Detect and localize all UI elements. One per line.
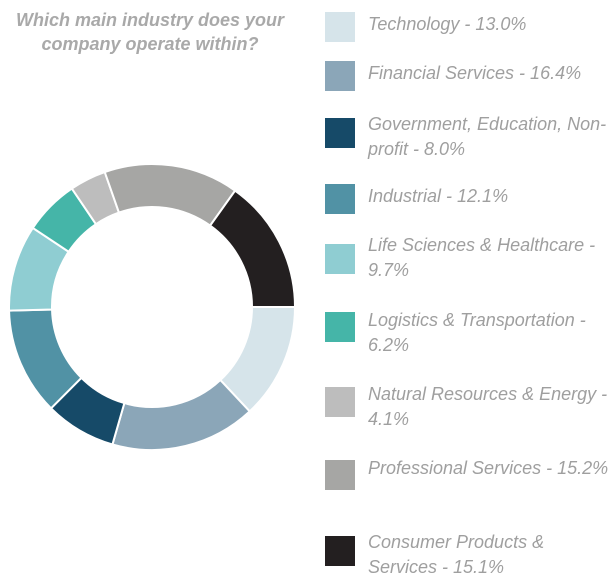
legend-swatch (325, 387, 355, 417)
legend-swatch (325, 536, 355, 566)
legend-label: Logistics & Transportation - 6.2% (368, 310, 586, 355)
donut-segment (208, 189, 297, 308)
legend-swatch (325, 118, 355, 148)
legend-swatch (325, 244, 355, 274)
donut-chart (8, 163, 297, 451)
legend-label: Professional Services - 15.2% (368, 458, 609, 478)
legend-label: Technology - 13.0% (368, 14, 527, 34)
legend-swatch (325, 61, 355, 91)
legend-label: Government, Education, Non-profit - 8.0% (368, 114, 607, 159)
chart-title: Which main industry does your company op… (15, 10, 285, 54)
donut-segment (111, 378, 252, 451)
legend-swatch (325, 460, 355, 490)
legend-label: Natural Resources & Energy - 4.1% (368, 384, 608, 429)
legend-label: Financial Services - 16.4% (368, 63, 582, 83)
legend-label: Industrial - 12.1% (368, 186, 509, 206)
legend-swatch (325, 184, 355, 214)
legend-label: Consumer Products & Services - 15.1% (368, 532, 545, 575)
legend-label: Life Sciences & Healthcare - 9.7% (368, 235, 596, 280)
legend-swatch (325, 312, 355, 342)
legend-swatch (325, 12, 355, 42)
